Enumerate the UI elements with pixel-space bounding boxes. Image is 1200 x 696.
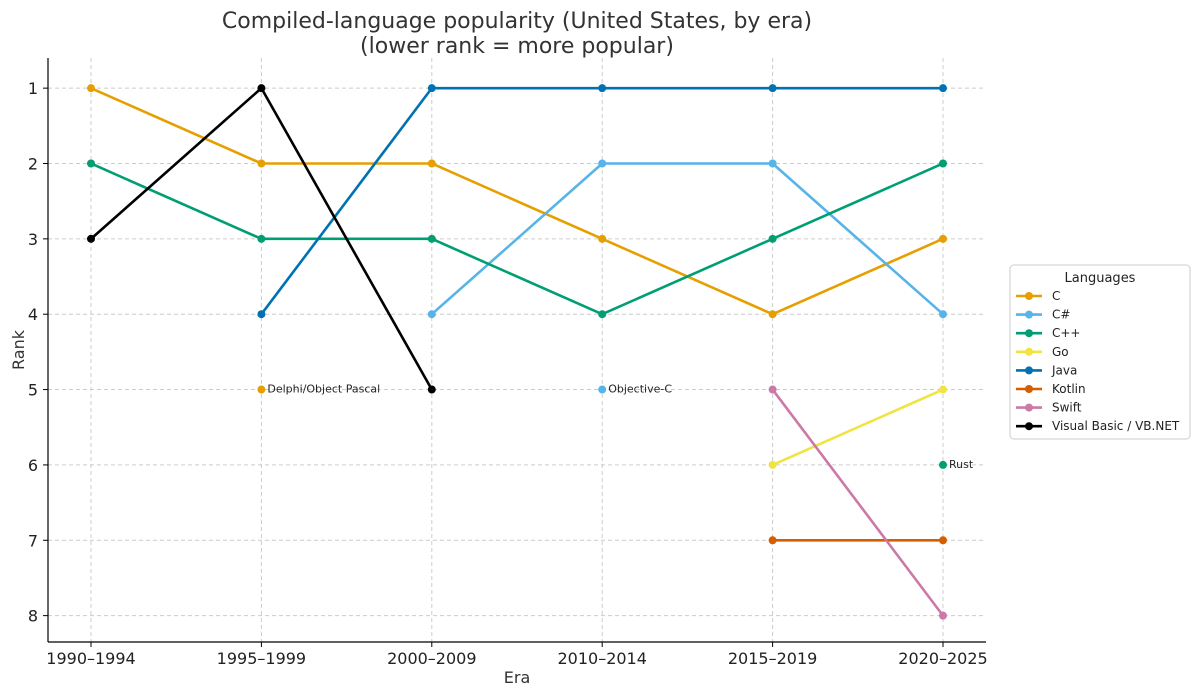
legend-marker — [1025, 422, 1033, 431]
annotation-point — [939, 460, 947, 469]
y-tick-label: 8 — [28, 607, 38, 626]
x-axis-ticks: 1990–1994 1995–1999 2000–2009 2010–2014 2015… — [46, 642, 988, 668]
annotation-label: Delphi/Object Pascal — [267, 383, 380, 396]
series-line-swift — [771, 388, 945, 617]
y-axis-ticks: 1 2 3 4 5 6 7 8 — [28, 79, 48, 626]
annotation-point — [598, 385, 607, 394]
data-point-java — [768, 84, 777, 93]
data-point-c — [768, 234, 777, 243]
data-point-c — [87, 159, 95, 168]
legend-label: C# — [1052, 308, 1070, 322]
series-c — [87, 84, 947, 319]
data-point-kotlin — [768, 536, 777, 545]
data-point-c — [939, 159, 947, 168]
x-tick-label: 2010–2014 — [557, 649, 646, 668]
annotation-label: Objective-C — [608, 383, 672, 396]
annotations: Delphi/Object Pascal Objective-C Rust — [257, 383, 974, 471]
legend: Languages C C# C++ Go Java Kotlin Swift Visual … — [1009, 264, 1191, 440]
data-point-c — [768, 159, 777, 168]
series-visual-basic-vb-net — [87, 84, 436, 394]
y-tick-label: 4 — [28, 305, 38, 324]
data-point-java — [427, 84, 436, 93]
annotation-label: Rust — [949, 458, 974, 471]
data-point-c — [939, 310, 947, 319]
data-point-go — [939, 385, 947, 394]
data-point-swift — [939, 611, 947, 620]
x-tick-label: 2000–2009 — [387, 649, 476, 668]
data-point-c — [257, 159, 266, 168]
data-point-java — [939, 84, 947, 93]
series-c — [427, 159, 947, 319]
data-point-c — [598, 234, 607, 243]
series-line-go — [771, 388, 945, 467]
series-line-c — [430, 162, 945, 316]
y-tick-label: 1 — [28, 79, 38, 98]
legend-items: C C# C++ Go Java Kotlin Swift Visual Basic / VB… — [1016, 289, 1180, 433]
legend-label: C++ — [1052, 326, 1081, 340]
data-point-c — [427, 234, 436, 243]
y-tick-label: 6 — [28, 456, 38, 475]
grid — [48, 58, 986, 642]
data-point-c — [598, 310, 607, 319]
data-point-kotlin — [939, 536, 947, 545]
data-point-c — [427, 159, 436, 168]
data-point-c — [427, 310, 436, 319]
series-kotlin — [768, 536, 947, 545]
y-axis-label: Rank — [9, 329, 28, 370]
legend-marker — [1025, 310, 1033, 319]
legend-label: Kotlin — [1052, 382, 1086, 396]
legend-label: Swift — [1052, 401, 1082, 415]
data-point-c — [257, 234, 266, 243]
legend-marker — [1025, 347, 1033, 356]
legend-marker — [1025, 329, 1033, 338]
legend-label: Java — [1051, 363, 1077, 377]
legend-title: Languages — [1065, 271, 1136, 286]
legend-label: C — [1052, 289, 1060, 303]
y-tick-label: 5 — [28, 381, 38, 400]
series-go — [768, 385, 947, 469]
chart-subtitle: (lower rank = more popular) — [360, 34, 674, 59]
data-point-java — [598, 84, 607, 93]
series-c — [87, 159, 947, 319]
y-tick-label: 7 — [28, 531, 38, 550]
data-point-java — [257, 310, 266, 319]
series-swift — [768, 385, 947, 620]
x-tick-label: 2015–2019 — [728, 649, 817, 668]
y-tick-label: 3 — [28, 230, 38, 249]
annotation-point — [257, 385, 266, 394]
data-point-visual-basic-vb-net — [257, 84, 266, 93]
x-tick-label: 2020–2025 — [898, 649, 987, 668]
data-point-c — [768, 310, 777, 319]
legend-marker — [1025, 366, 1033, 375]
x-tick-label: 1995–1999 — [217, 649, 306, 668]
legend-label: Go — [1052, 345, 1069, 359]
legend-marker — [1025, 385, 1033, 393]
data-point-swift — [768, 385, 777, 394]
data-point-visual-basic-vb-net — [427, 385, 436, 394]
data-point-c — [939, 234, 947, 243]
data-point-c — [598, 159, 607, 168]
legend-box — [1009, 264, 1191, 440]
chart-title: Compiled-language popularity (United Sta… — [222, 9, 812, 34]
data-point-go — [768, 460, 777, 469]
x-axis-label: Era — [504, 668, 531, 687]
series-line-c — [89, 86, 945, 316]
legend-marker — [1025, 403, 1033, 412]
series-lines — [87, 84, 947, 620]
series-java — [257, 84, 947, 319]
legend-marker — [1025, 292, 1033, 300]
x-tick-label: 1990–1994 — [46, 649, 135, 668]
y-tick-label: 2 — [28, 154, 38, 173]
legend-label: Visual Basic / VB.NET — [1052, 419, 1180, 433]
series-line-c — [89, 162, 945, 316]
data-point-c — [87, 84, 95, 93]
data-point-visual-basic-vb-net — [87, 234, 95, 243]
